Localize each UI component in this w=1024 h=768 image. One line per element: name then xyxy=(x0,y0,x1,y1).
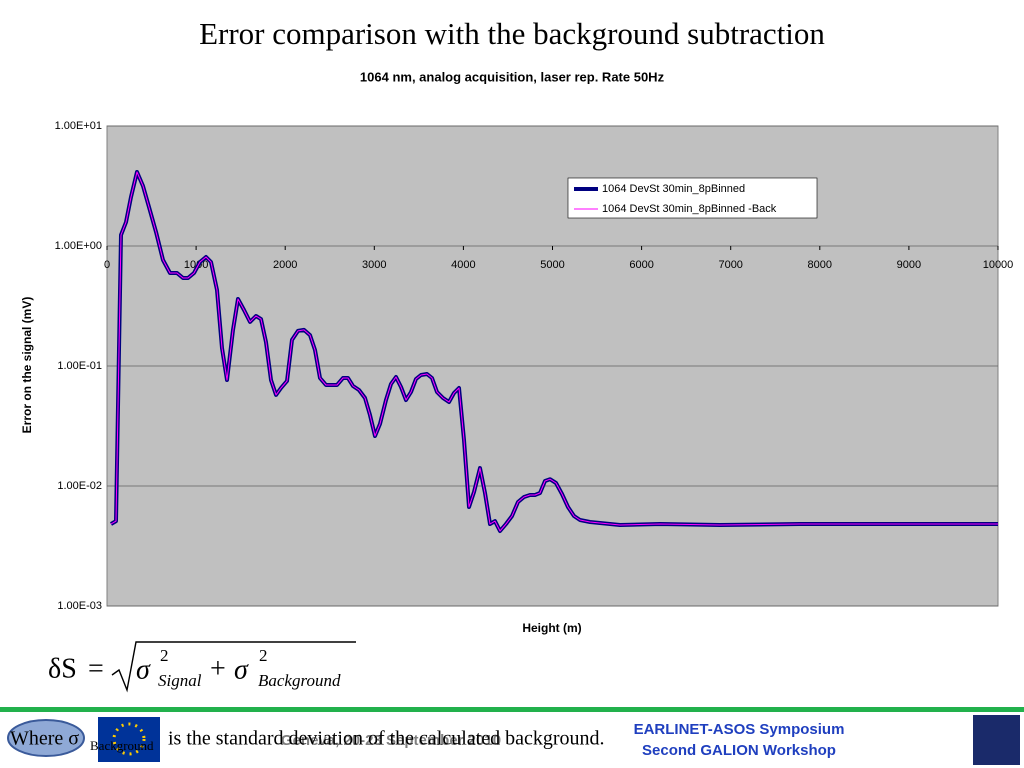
x-tick-label: 2000 xyxy=(273,259,297,271)
footer-bar xyxy=(0,707,1024,712)
legend xyxy=(567,177,818,219)
formula-sub: Signal xyxy=(158,671,202,690)
logo-left xyxy=(7,719,85,757)
radical xyxy=(111,641,356,693)
x-tick-label: 9000 xyxy=(897,259,921,271)
formula-sup: 2 xyxy=(160,646,169,665)
x-tick-label: 5000 xyxy=(540,259,564,271)
x-axis-label: Height (m) xyxy=(522,621,581,635)
note: Where σ xyxy=(10,728,79,750)
y-axis-label: Error on the signal (mV) xyxy=(20,297,34,434)
legend-label: 1064 DevSt 30min_8pBinned -Back xyxy=(602,203,777,215)
venue: Geneva, 20-23 September 2010 xyxy=(281,732,501,749)
x-tick-label: 3000 xyxy=(362,259,386,271)
x-tick-label: 0 xyxy=(104,259,110,271)
formula-eq: = xyxy=(88,653,104,684)
logo-right xyxy=(973,715,1020,765)
x-tick-label: 10000 xyxy=(983,259,1014,271)
x-tick-label: 8000 xyxy=(808,259,832,271)
event: Second GALION Workshop xyxy=(642,742,836,759)
formula-sup: 2 xyxy=(259,646,268,665)
formula-sigma: σ xyxy=(234,654,249,685)
formula-sub: Background xyxy=(258,671,341,690)
y-tick-label: 1.00E-02 xyxy=(57,480,102,492)
formula-sigma: σ xyxy=(136,654,151,685)
event: EARLINET-ASOS Symposium xyxy=(634,721,845,738)
slide-title: Error comparison with the background sub… xyxy=(199,16,825,51)
formula: δS = σ 2 Signal + σ 2 Background xyxy=(48,641,356,693)
x-tick-label: 7000 xyxy=(718,259,742,271)
y-tick-label: 1.00E+01 xyxy=(55,120,102,132)
x-tick-label: 6000 xyxy=(629,259,653,271)
formula-plus: + xyxy=(210,653,226,684)
legend-label: 1064 DevSt 30min_8pBinned xyxy=(602,183,745,195)
x-tick-label: 4000 xyxy=(451,259,475,271)
note: is the standard deviation of the calcula… xyxy=(168,728,605,750)
legend-entries: 1064 DevSt 30min_8pBinned 1064 DevSt 30mi… xyxy=(574,183,777,215)
chart-subtitle: 1064 nm, analog acquisition, laser rep. … xyxy=(360,69,665,84)
plot: 1.00E-03 1.00E-02 1.00E-01 1.00E+00 1.00E+01… xyxy=(55,120,1014,612)
note-sub: Background xyxy=(90,738,154,753)
eu-stars xyxy=(112,722,146,756)
y-tick-label: 1.00E-01 xyxy=(57,360,102,372)
y-tick-label: 1.00E+00 xyxy=(55,240,102,252)
series-line xyxy=(110,171,998,532)
y-tick-label: 1.00E-03 xyxy=(57,600,102,612)
formula-lhs: δS xyxy=(48,653,77,684)
